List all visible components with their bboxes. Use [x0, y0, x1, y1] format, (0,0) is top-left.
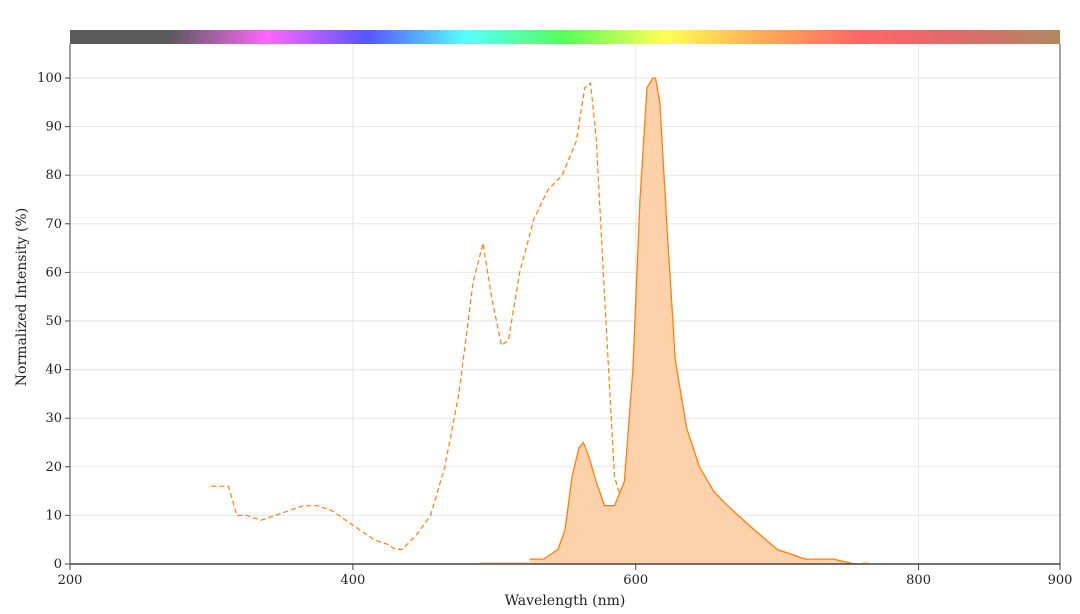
y-tick-label-100: 100 — [37, 71, 62, 86]
y-tick-label-0: 0 — [54, 557, 62, 572]
y-tick-label-20: 20 — [45, 460, 62, 475]
color-spectrum-bar — [70, 30, 1060, 44]
y-tick-label-60: 60 — [45, 265, 62, 280]
x-tick-label-200: 200 — [58, 573, 83, 588]
x-tick-label-900: 900 — [1048, 573, 1073, 588]
y-tick-label-50: 50 — [45, 314, 62, 329]
emission-area-fill — [529, 78, 862, 564]
emission-line — [529, 77, 862, 565]
y-axis-title: Normalized Intensity (%) — [14, 208, 30, 386]
x-tick-label-400: 400 — [340, 573, 365, 588]
y-tick-label-10: 10 — [45, 508, 62, 523]
y-tick-label-90: 90 — [45, 120, 62, 135]
y-tick-label-30: 30 — [45, 411, 62, 426]
y-tick-label-40: 40 — [45, 363, 62, 378]
x-tick-label-600: 600 — [623, 573, 648, 588]
y-tick-label-80: 80 — [45, 168, 62, 183]
x-tick-label-800: 800 — [906, 573, 931, 588]
y-tick-label-70: 70 — [45, 217, 62, 232]
grid-lines — [70, 44, 1061, 564]
series-layer — [211, 77, 870, 565]
axes: 0 10 20 30 40 50 60 70 80 90 100 200 400 600 800 900 — [37, 44, 1072, 588]
x-axis-title: Wavelength (nm) — [505, 593, 626, 609]
